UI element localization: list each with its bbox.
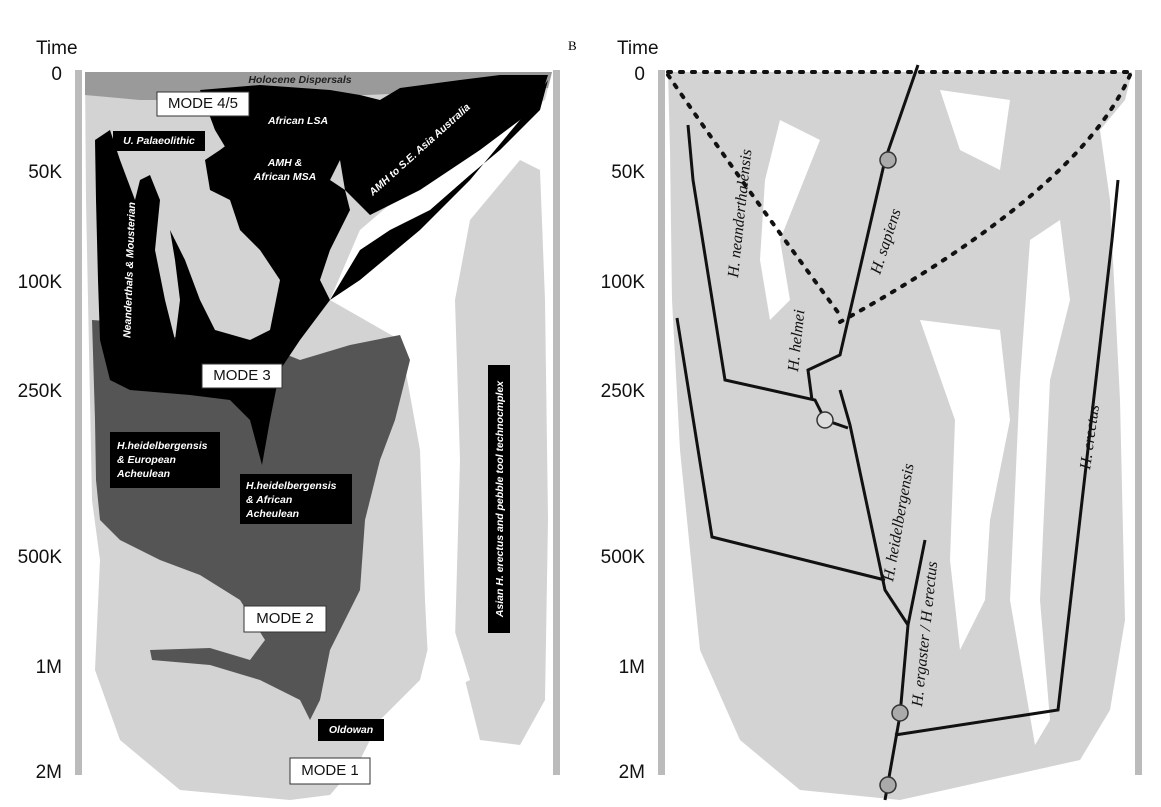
species-label: H. helmei xyxy=(785,309,809,374)
label-box xyxy=(156,91,250,117)
node xyxy=(891,704,909,722)
sapiens-lineage xyxy=(806,64,920,401)
tick-label: 1M xyxy=(36,657,62,678)
label-line: & African xyxy=(246,494,292,506)
label: H.heidelbergensis & European Acheulean xyxy=(116,440,208,480)
label: H.heidelbergensis & African Acheulean xyxy=(245,480,337,520)
white-gap xyxy=(1010,220,1070,745)
scale-bar xyxy=(75,70,82,775)
label-box xyxy=(243,605,327,633)
axis-title: Time xyxy=(617,38,659,59)
tick-label: 250K xyxy=(601,381,646,402)
label: MODE 1 xyxy=(301,762,359,779)
node xyxy=(816,411,834,429)
tick-label: 2M xyxy=(619,762,645,783)
label: MODE 3 xyxy=(213,367,271,384)
label-line: Acheulean xyxy=(245,508,299,520)
label: U. Palaeolithic xyxy=(123,135,195,147)
label-box xyxy=(258,110,338,132)
white-gap xyxy=(760,120,820,320)
label-line: & European xyxy=(117,454,176,466)
label-line: AMH & xyxy=(267,157,302,169)
label-box xyxy=(318,719,384,741)
white-gap xyxy=(920,320,1010,650)
ergaster-lineage xyxy=(883,539,927,801)
scale-bar xyxy=(553,70,560,775)
phylogeny xyxy=(675,64,1120,801)
tick-label: 2M xyxy=(36,762,62,783)
white-gap xyxy=(330,230,470,700)
label: African LSA xyxy=(267,115,328,127)
label-box xyxy=(240,474,352,524)
axis-title: Time xyxy=(36,38,78,59)
white-gap xyxy=(940,90,1010,170)
label-box xyxy=(201,363,283,389)
label: Neanderthals & Mousterian xyxy=(121,202,138,338)
label-line: H.heidelbergensis xyxy=(117,440,208,452)
tick-label: 500K xyxy=(601,547,646,568)
panel-a: Time 0 50K 100K 250K 500K 1M 2M Holocene… xyxy=(18,38,560,800)
label: MODE 4/5 xyxy=(168,95,238,112)
tick-label: 0 xyxy=(51,64,62,85)
label: Holocene Dispersals xyxy=(248,74,351,86)
label: AMH & African MSA xyxy=(253,157,316,183)
panel-label: B xyxy=(568,38,577,53)
tick-label: 100K xyxy=(18,272,63,293)
label-box xyxy=(113,131,205,151)
label-box xyxy=(110,432,220,488)
tick-label: 50K xyxy=(28,162,62,183)
dotted-boundary xyxy=(666,70,1132,324)
tick-label: 500K xyxy=(18,547,63,568)
label: Oldowan xyxy=(329,724,373,736)
scale-bar xyxy=(658,70,665,775)
label: Asian H. erectus and pebble tool technoc… xyxy=(494,380,506,618)
tick-label: 50K xyxy=(611,162,645,183)
tick-label: 1M xyxy=(619,657,645,678)
panel-b: B Time 0 50K 100K 250K 500K 1M 2M xyxy=(568,38,1142,801)
label-box xyxy=(488,365,510,633)
nodes xyxy=(816,151,909,794)
scale-bar xyxy=(1135,70,1142,775)
label: MODE 2 xyxy=(256,610,314,627)
erectus-lineage xyxy=(894,179,1120,737)
label-line: Acheulean xyxy=(116,468,170,480)
label-line: African MSA xyxy=(253,171,316,183)
label-line: H.heidelbergensis xyxy=(246,480,337,492)
heidelbergensis-lineage xyxy=(838,389,910,626)
tick-label: 100K xyxy=(601,272,646,293)
tick-label: 250K xyxy=(18,381,63,402)
early-lineage xyxy=(675,317,886,582)
node xyxy=(879,776,897,794)
tick-label: 0 xyxy=(634,64,645,85)
label-box xyxy=(289,757,371,785)
node xyxy=(879,151,897,169)
